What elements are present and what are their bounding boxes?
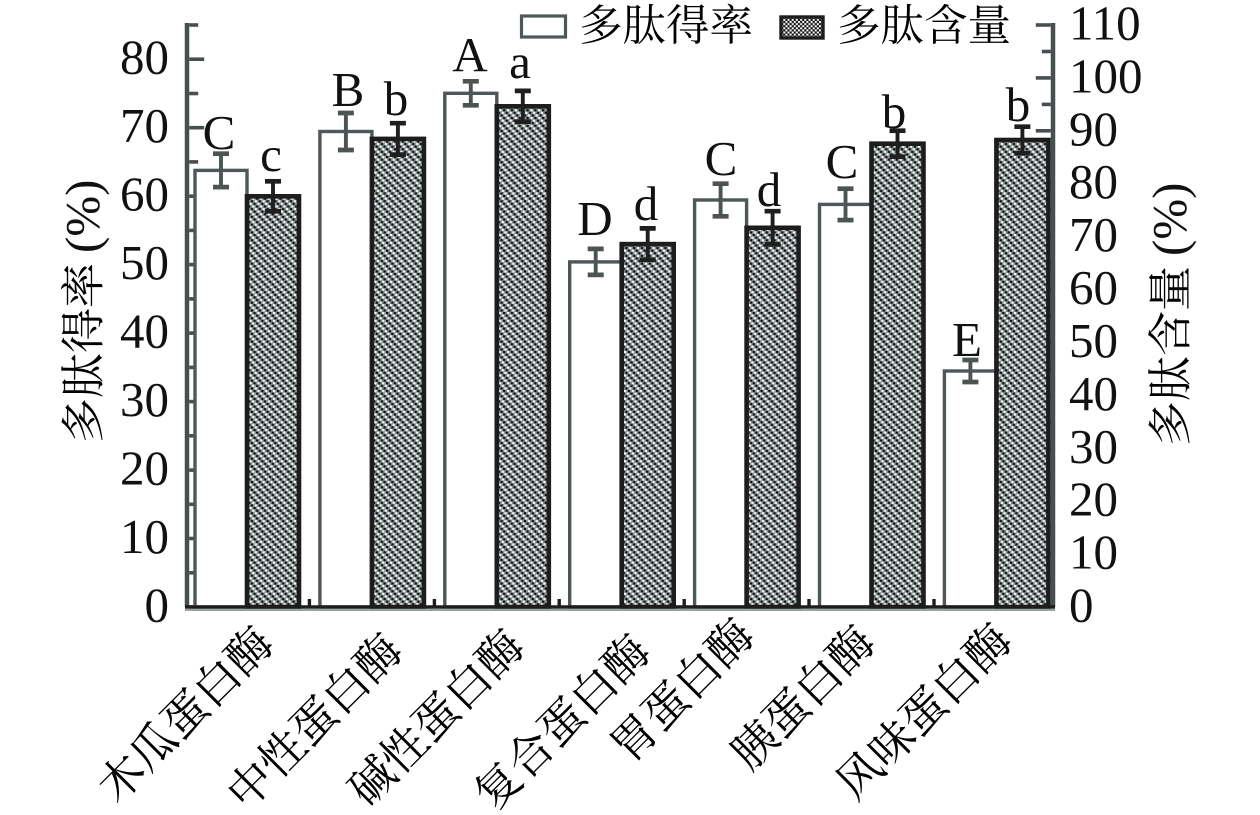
svg-text:10: 10 xyxy=(120,509,169,564)
svg-text:(%): (%) xyxy=(55,180,110,253)
svg-text:70: 70 xyxy=(1069,207,1118,262)
svg-text:20: 20 xyxy=(120,441,169,496)
svg-text:b: b xyxy=(1006,77,1031,132)
svg-text:C: C xyxy=(826,134,859,189)
svg-text:30: 30 xyxy=(1069,419,1118,474)
svg-text:a: a xyxy=(509,34,531,89)
svg-text:C: C xyxy=(705,131,738,186)
svg-text:c: c xyxy=(260,127,282,182)
svg-text:80: 80 xyxy=(1069,154,1118,209)
svg-text:110: 110 xyxy=(1069,0,1141,51)
svg-text:0: 0 xyxy=(145,578,170,633)
svg-text:100: 100 xyxy=(1069,48,1143,103)
svg-text:10: 10 xyxy=(1069,525,1118,580)
svg-text:80: 80 xyxy=(120,30,169,85)
svg-text:b: b xyxy=(882,84,907,139)
svg-text:50: 50 xyxy=(120,235,169,290)
svg-text:50: 50 xyxy=(1069,313,1118,368)
svg-text:E: E xyxy=(952,312,982,367)
svg-text:90: 90 xyxy=(1069,101,1118,156)
svg-text:70: 70 xyxy=(120,98,169,153)
svg-text:60: 60 xyxy=(120,167,169,222)
svg-text:C: C xyxy=(203,105,236,160)
svg-text:A: A xyxy=(452,27,488,82)
svg-text:0: 0 xyxy=(1069,578,1094,633)
svg-text:20: 20 xyxy=(1069,472,1118,527)
svg-text:b: b xyxy=(384,71,409,126)
svg-text:(%): (%) xyxy=(1142,183,1197,256)
svg-text:D: D xyxy=(577,191,612,246)
svg-text:60: 60 xyxy=(1069,260,1118,315)
svg-text:40: 40 xyxy=(1069,366,1118,421)
svg-text:B: B xyxy=(332,62,365,117)
svg-text:d: d xyxy=(634,176,659,231)
svg-text:40: 40 xyxy=(120,304,169,359)
svg-text:30: 30 xyxy=(120,372,169,427)
svg-text:d: d xyxy=(757,162,782,217)
